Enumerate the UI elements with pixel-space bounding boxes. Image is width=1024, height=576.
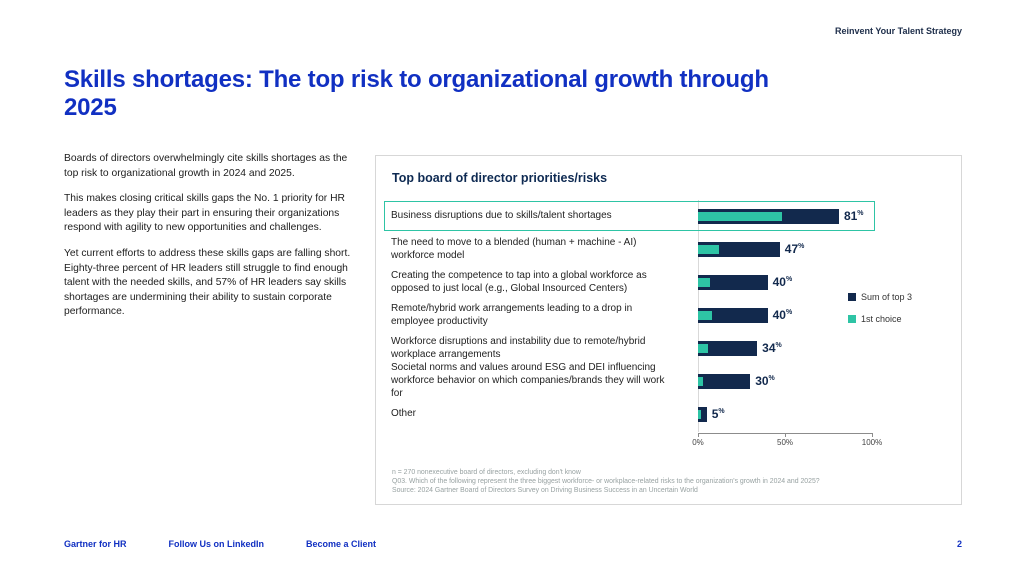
bar-value-label: 40%	[772, 275, 793, 289]
bar-area: 81%	[698, 200, 947, 233]
bar-area: 30%	[698, 365, 947, 398]
chart-row: Creating the competence to tap into a gl…	[391, 266, 947, 299]
category-label: The need to move to a blended (human + m…	[391, 236, 637, 261]
x-axis-tick-label: 50%	[776, 438, 794, 447]
category-label: Other	[391, 408, 417, 420]
bar-value-label: 5%	[711, 407, 725, 421]
chart-footnotes: n = 270 nonexecutive board of directors,…	[392, 468, 942, 495]
legend-swatch	[848, 315, 856, 323]
chart-panel: Top board of director priorities/risks B…	[375, 155, 962, 505]
x-axis-tick-label: 100%	[861, 438, 883, 447]
first-choice-bar	[698, 278, 711, 287]
sum-of-top-3-bar	[698, 407, 707, 422]
bar-area: 40%	[698, 299, 947, 332]
intro-text: Boards of directors overwhelmingly cite …	[64, 152, 362, 331]
first-choice-bar	[698, 245, 719, 254]
bar-value-label: 47%	[784, 242, 805, 256]
chart-rows: Business disruptions due to skills/talen…	[384, 200, 947, 431]
category-label: Workforce disruptions and instability du…	[391, 335, 646, 360]
footer-link-linkedin[interactable]: Follow Us on LinkedIn	[168, 539, 265, 549]
bar-value-label: 81%	[843, 209, 864, 223]
category-label: Business disruptions due to skills/talen…	[391, 210, 612, 222]
footer-link-become-a-client[interactable]: Become a Client	[306, 539, 377, 549]
sum-of-top-3-bar	[698, 374, 751, 389]
intro-paragraph-3: Yet current efforts to address these ski…	[64, 248, 351, 318]
footer-link-gartner-for-hr[interactable]: Gartner for HR	[64, 539, 127, 549]
legend-label: Sum of top 3	[861, 292, 913, 302]
first-choice-bar	[698, 212, 782, 221]
sum-of-top-3-bar	[698, 275, 768, 290]
bar-value-label: 30%	[755, 374, 775, 388]
footer-links: Gartner for HR Follow Us on LinkedIn Bec…	[64, 539, 376, 549]
bar-area: 5%	[698, 398, 947, 431]
x-axis-tick	[785, 434, 786, 437]
legend-item: Sum of top 3	[848, 292, 912, 302]
first-choice-bar	[698, 311, 712, 320]
bar-area: 34%	[698, 332, 947, 365]
chart-row: The need to move to a blended (human + m…	[391, 233, 947, 266]
footnote-question: Q03. Which of the following represent th…	[392, 478, 820, 486]
chart-title: Top board of director priorities/risks	[392, 171, 608, 185]
bar-value-label: 34%	[762, 341, 782, 355]
legend-item: 1st choice	[848, 314, 912, 324]
legend-swatch	[848, 293, 856, 301]
first-choice-bar	[698, 377, 704, 386]
intro-paragraph-2: This makes closing critical skills gaps …	[64, 193, 345, 234]
legend-label: 1st choice	[861, 314, 902, 324]
chart-row: Societal norms and values around ESG and…	[391, 362, 947, 399]
chart-row: Workforce disruptions and instability du…	[391, 332, 947, 365]
footnote-sample: n = 270 nonexecutive board of directors,…	[392, 469, 581, 476]
bar-value-label: 40%	[772, 308, 793, 322]
category-label: Remote/hybrid work arrangements leading …	[391, 302, 633, 327]
bar-area: 47%	[698, 233, 947, 266]
footnote-source: Source: 2024 Gartner Board of Directors …	[392, 487, 698, 495]
chart-legend: Sum of top 3 1st choice	[848, 292, 912, 336]
x-axis-tick	[698, 434, 699, 437]
page-number: 2	[956, 539, 962, 549]
page-title: Skills shortages: The top risk to organi…	[64, 66, 769, 122]
chart-row: Business disruptions due to skills/talen…	[384, 200, 947, 233]
category-label: Societal norms and values around ESG and…	[391, 362, 665, 399]
sum-of-top-3-bar	[698, 308, 768, 323]
x-axis-tick	[872, 434, 873, 437]
first-choice-bar	[698, 410, 702, 419]
header-eyebrow: Reinvent Your Talent Strategy	[834, 26, 962, 36]
x-axis-tick-label: 0%	[692, 438, 704, 447]
first-choice-bar	[698, 344, 709, 353]
category-label: Creating the competence to tap into a gl…	[391, 269, 647, 294]
chart-row: Other 5%	[391, 398, 947, 431]
intro-paragraph-1: Boards of directors overwhelmingly cite …	[64, 153, 348, 179]
chart-x-axis: 0% 50% 100%	[692, 433, 882, 447]
bar-area: 40%	[698, 266, 947, 299]
sum-of-top-3-bar	[698, 341, 758, 356]
chart-row: Remote/hybrid work arrangements leading …	[391, 299, 947, 332]
